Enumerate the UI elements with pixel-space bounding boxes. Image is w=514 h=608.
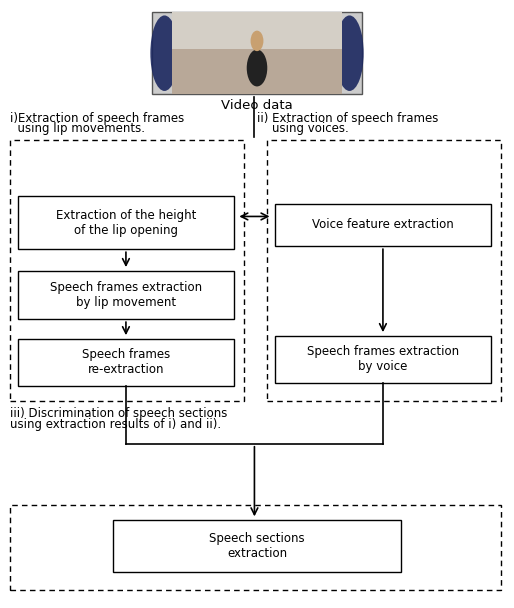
Text: Voice feature extraction: Voice feature extraction — [312, 218, 454, 232]
Ellipse shape — [247, 49, 267, 86]
Bar — [152, 12, 362, 94]
Bar — [267, 140, 501, 401]
Bar — [172, 12, 342, 49]
Text: iii) Discrimination of speech sections: iii) Discrimination of speech sections — [10, 407, 228, 420]
Text: Speech frames
re-extraction: Speech frames re-extraction — [82, 348, 170, 376]
Text: using extraction results of i) and ii).: using extraction results of i) and ii). — [10, 418, 222, 431]
Bar — [172, 12, 342, 94]
Text: Extraction of the height
of the lip opening: Extraction of the height of the lip open… — [56, 209, 196, 237]
Ellipse shape — [251, 30, 264, 51]
Text: using lip movements.: using lip movements. — [10, 122, 145, 134]
Text: i)Extraction of speech frames: i)Extraction of speech frames — [10, 112, 185, 125]
Text: Speech frames extraction
by voice: Speech frames extraction by voice — [307, 345, 459, 373]
Text: ii) Extraction of speech frames: ii) Extraction of speech frames — [257, 112, 438, 125]
Bar — [113, 520, 401, 572]
Bar — [275, 336, 491, 383]
Bar — [18, 271, 234, 319]
Text: Video data: Video data — [221, 99, 293, 112]
Ellipse shape — [335, 15, 363, 91]
Bar — [18, 339, 234, 386]
Bar — [18, 196, 234, 249]
Bar — [10, 505, 501, 590]
Bar — [275, 204, 491, 246]
Bar — [10, 140, 244, 401]
Ellipse shape — [150, 15, 179, 91]
Text: Speech sections
extraction: Speech sections extraction — [209, 531, 305, 560]
Text: Speech frames extraction
by lip movement: Speech frames extraction by lip movement — [50, 281, 202, 309]
Text: using voices.: using voices. — [257, 122, 349, 134]
